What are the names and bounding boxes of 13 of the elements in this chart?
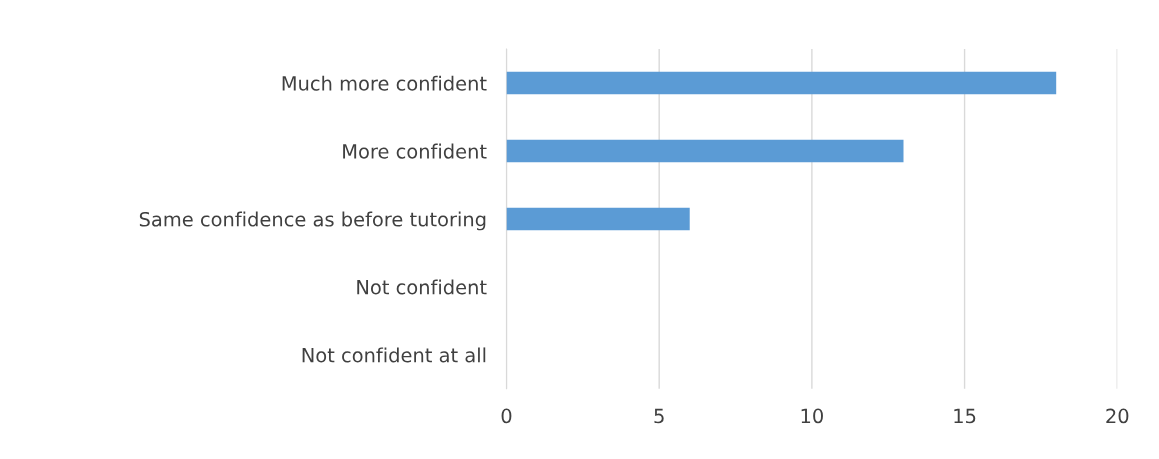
y-tick-label: More confident <box>343 143 487 159</box>
x-tick-label: 15 <box>954 408 976 424</box>
bar <box>506 71 1057 95</box>
y-tick-label: Not confident <box>357 279 487 295</box>
y-tick-label: Much more confident <box>282 75 487 91</box>
x-tick-label: 20 <box>1106 408 1129 424</box>
x-tick-label: 10 <box>801 408 823 424</box>
bar <box>506 139 904 163</box>
x-tick-label: 5 <box>654 408 664 424</box>
y-tick-label: Not confident at all <box>302 347 486 363</box>
x-tick-label: 0 <box>501 408 512 424</box>
y-tick-label: Same confidence as before tutoring <box>139 211 486 231</box>
bar <box>506 207 690 231</box>
